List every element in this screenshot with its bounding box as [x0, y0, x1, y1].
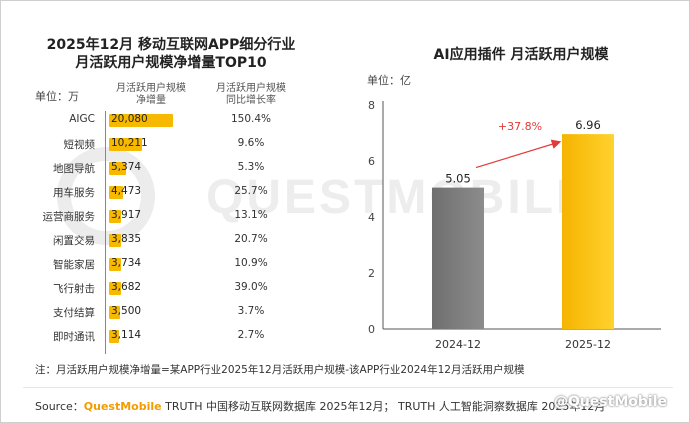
bar [109, 282, 121, 295]
yoy-growth-value: 13.1% [234, 209, 268, 221]
growth-label: +37.8% [498, 120, 542, 133]
category-label: 飞行射击 [53, 283, 95, 295]
source-brand: QuestMobile [83, 400, 162, 413]
bar [109, 258, 121, 271]
column-header-rate: 月活跃用户规模 同比增长率 [201, 83, 301, 107]
category-label: 短视频 [63, 139, 96, 151]
right-chart-unit: 单位：亿 [367, 74, 411, 87]
watermark-text: QUESTMOBILE [206, 171, 591, 224]
corner-logo: @QuestMobile [553, 394, 667, 410]
bar [562, 134, 614, 329]
bar [109, 114, 173, 127]
column-header-increase-line2: 净增量 [136, 95, 166, 106]
left-chart-axis [105, 111, 106, 354]
bar-value-label: 10,211 [111, 137, 148, 149]
column-header-rate-line2: 同比增长率 [226, 95, 276, 106]
footer-divider [23, 387, 673, 388]
x-category-label: 2024-12 [435, 338, 481, 351]
yoy-growth-value: 39.0% [234, 281, 268, 293]
source-text: TRUTH 中国移动互联网数据库 2025年12月； TRUTH 人工智能洞察数… [161, 400, 606, 413]
y-tick-label: 0 [368, 323, 375, 336]
column-header-increase-line1: 月活跃用户规模 [116, 83, 186, 94]
column-header-increase: 月活跃用户规模 净增量 [101, 83, 201, 107]
source-line: Source：QuestMobile TRUTH 中国移动互联网数据库 2025… [35, 398, 605, 414]
yoy-growth-value: 150.4% [230, 113, 272, 125]
category-label: 运营商服务 [42, 211, 96, 223]
bar-value-label: 4,473 [111, 185, 142, 197]
category-label: 用车服务 [53, 187, 95, 199]
bar [109, 306, 121, 319]
yoy-growth-value: 10.9% [234, 257, 268, 269]
right-chart-title: AI应用插件 月活跃用户规模 [433, 47, 609, 63]
footnote: 注：月活跃用户规模净增量=某APP行业2025年12月活跃用户规模-该APP行业… [35, 364, 525, 376]
bar [109, 234, 122, 247]
bar [109, 210, 122, 223]
bar-value-label: 3,734 [111, 257, 142, 269]
y-tick-label: 2 [368, 267, 375, 280]
bar-value-label: 5,374 [111, 161, 142, 173]
yoy-growth-value: 20.7% [234, 233, 268, 245]
y-tick-label: 8 [368, 99, 375, 112]
growth-arrow [475, 139, 562, 169]
bar-value-label: 5.05 [445, 172, 471, 186]
bar-value-label: 3,114 [111, 329, 142, 341]
category-label: 支付结算 [53, 307, 95, 319]
category-label: 即时通讯 [53, 331, 95, 343]
column-header-rate-line1: 月活跃用户规模 [216, 83, 286, 94]
bar [109, 138, 142, 151]
x-category-label: 2025-12 [565, 338, 611, 351]
category-label: 地图导航 [53, 163, 95, 175]
bar-value-label: 20,080 [111, 113, 148, 125]
watermark-ring [57, 147, 155, 245]
category-label: 智能家居 [53, 259, 95, 271]
yoy-growth-value: 5.3% [237, 161, 265, 173]
left-chart-title-line2: 月活跃用户规模净增量TOP10 [75, 55, 267, 71]
left-chart-title-line1: 2025年12月 移动互联网APP细分行业 [46, 37, 296, 53]
bar [109, 330, 119, 343]
bar [432, 187, 484, 329]
left-chart-unit: 单位：万 [35, 90, 79, 103]
category-label: AIGC [69, 113, 95, 125]
yoy-growth-value: 25.7% [234, 185, 268, 197]
bar [109, 186, 124, 199]
y-tick-label: 4 [368, 211, 375, 224]
source-prefix: Source： [35, 400, 84, 413]
bar-value-label: 3,835 [111, 233, 142, 245]
category-label: 闲置交易 [53, 235, 95, 247]
right-chart-svg: 0 2 4 6 8 5.05 2024-12 6.96 2025-12 +37.8% [368, 99, 661, 351]
bar [109, 162, 127, 175]
bar-value-label: 3,917 [111, 209, 142, 221]
yoy-growth-value: 3.7% [237, 305, 265, 317]
bar-value-label: 6.96 [575, 118, 601, 132]
bar-value-label: 3,500 [111, 305, 142, 317]
y-tick-label: 6 [368, 155, 375, 168]
yoy-growth-value: 2.7% [237, 329, 265, 341]
bar-value-label: 3,682 [111, 281, 142, 293]
yoy-growth-value: 9.6% [237, 137, 265, 149]
